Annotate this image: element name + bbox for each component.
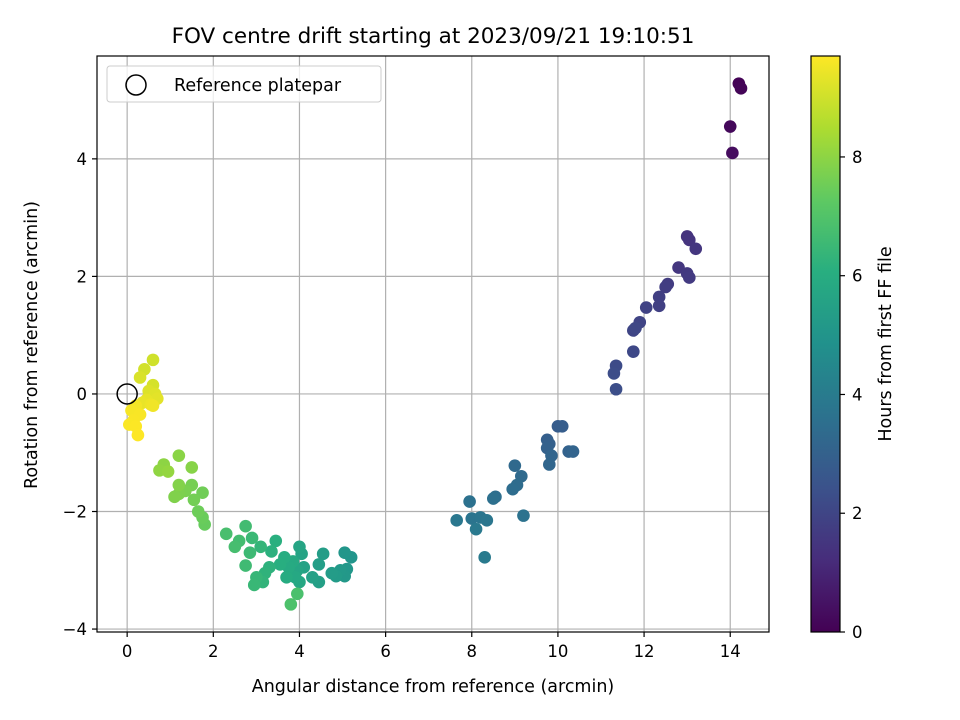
legend-label: Reference platepar [174,76,342,96]
x-tick-label: 0 [122,642,133,661]
colorbar-tick-label: 2 [852,504,863,523]
reference-marker [116,383,138,405]
colorbar-tick-label: 8 [852,148,863,167]
data-point [627,345,640,358]
colorbar-tick-label: 0 [852,623,863,642]
data-point [652,299,666,313]
data-point [723,120,737,133]
y-tick-label: 0 [77,385,88,404]
plot-grid [97,56,769,632]
data-point [146,399,160,413]
data-point [280,571,293,584]
x-tick-label: 10 [547,642,568,661]
data-point [609,382,623,396]
colorbar-label: Hours from first FF file [876,246,896,441]
colorbar: 0 2 4 6 8 Hours from first FF file [810,55,896,642]
data-point [316,547,330,561]
chart-title: FOV centre drift starting at 2023/09/21 … [172,24,695,49]
data-point [734,82,748,95]
data-point [161,465,175,478]
data-point [191,505,205,518]
x-tick-label: 8 [467,642,478,661]
data-point [196,486,209,500]
data-point [463,495,476,508]
data-point [219,527,233,541]
data-point [245,531,259,545]
plot-axes: 0 2 4 6 8 10 12 14 −4 −2 0 2 4 [63,55,770,661]
data-point [517,509,530,522]
data-point [683,271,696,284]
x-tick-label: 12 [634,642,655,661]
data-point [487,492,500,505]
data-point [254,540,267,554]
data-point [306,571,319,584]
data-point [543,458,556,471]
data-point [131,428,145,442]
y-tick-label: 2 [77,267,88,286]
x-tick-label: 2 [208,642,219,661]
data-point [689,242,703,256]
data-point [652,290,666,304]
colorbar-ticks: 0 2 4 6 8 [840,148,863,642]
data-point [480,514,494,527]
data-point [639,301,653,314]
colorbar-tick-label: 4 [852,385,863,404]
x-tick-label: 14 [720,642,741,661]
data-point [172,478,186,492]
data-point [478,551,491,564]
data-point [243,546,257,559]
data-point [288,571,302,584]
legend-marker [125,74,147,96]
y-tick-label: −4 [63,620,87,639]
data-point [239,519,252,533]
data-point [469,522,483,536]
data-point [228,540,242,554]
x-tick-label: 6 [380,642,391,661]
data-point [185,461,199,474]
plot-frame [96,55,770,633]
data-point [659,280,672,294]
data-point [450,514,463,527]
data-point [325,566,339,580]
data-point [607,367,621,380]
y-tick-label: −2 [63,503,87,522]
data-point [269,534,283,548]
data-point [566,445,580,458]
data-point [265,545,278,558]
data-point [338,546,351,559]
data-point [247,578,261,592]
x-tick-label: 4 [294,642,305,661]
legend: Reference platepar [106,65,382,103]
data-point [506,482,519,496]
data-point [284,598,298,611]
data-point [555,419,569,433]
data-point [133,371,147,384]
data-point [683,233,696,247]
data-point [508,459,522,472]
x-axis-label: Angular distance from reference (arcmin) [252,677,615,697]
data-point [168,490,181,504]
data-point [629,321,642,335]
y-tick-label: 4 [77,150,88,169]
colorbar-gradient [810,55,841,633]
plot-points [116,77,748,611]
data-point [291,587,304,601]
data-point [293,540,306,554]
data-point [172,449,186,462]
data-point [146,353,160,367]
data-point [312,558,326,571]
data-point [187,493,201,507]
y-axis-label: Rotation from reference (arcmin) [22,201,42,489]
data-point [273,558,287,571]
colorbar-tick-label: 6 [852,267,863,286]
legend-box [106,65,382,103]
data-point [726,146,739,160]
data-point [239,559,252,572]
